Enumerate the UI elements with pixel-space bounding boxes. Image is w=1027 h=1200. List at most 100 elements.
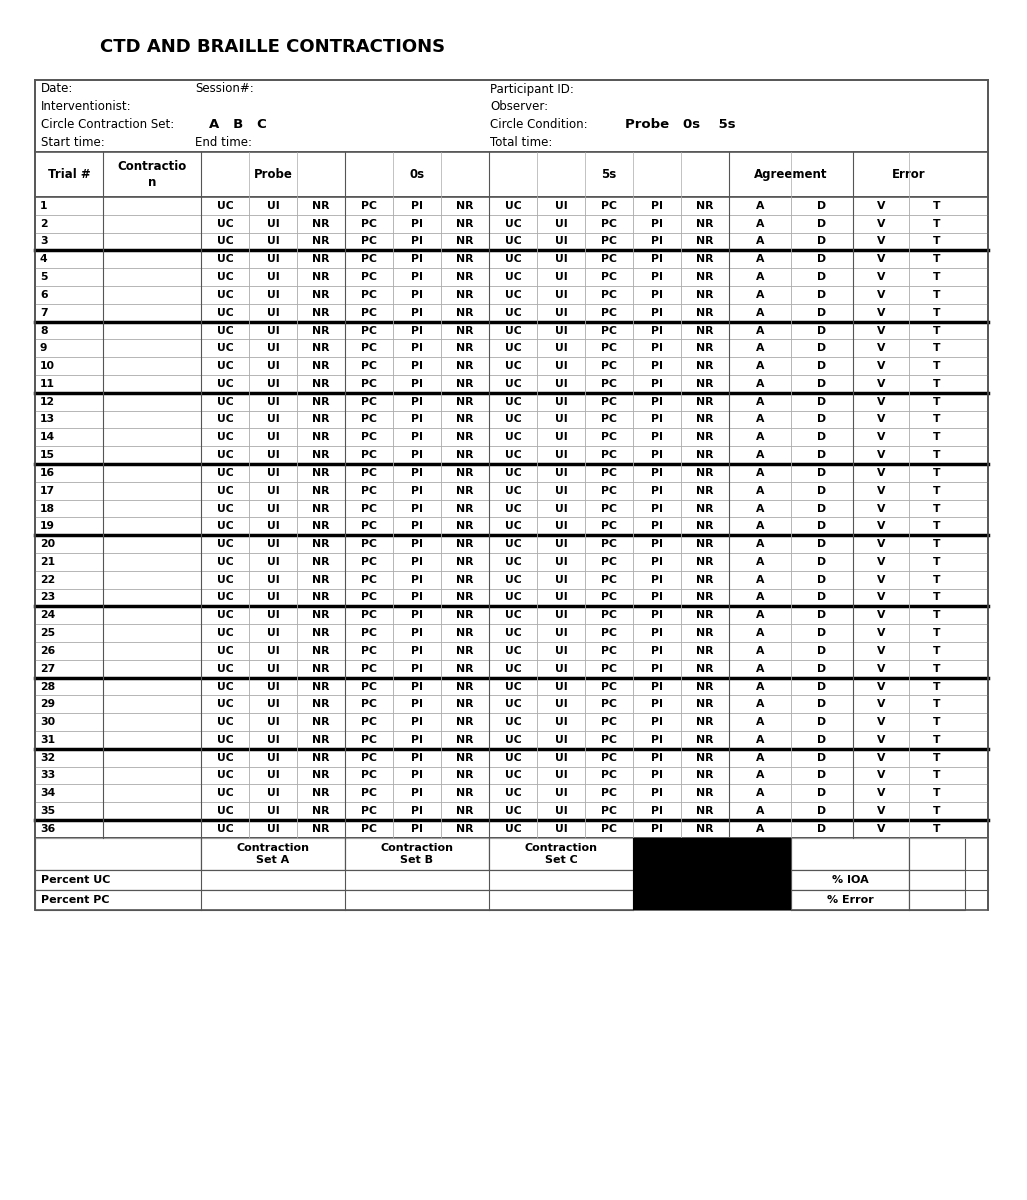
Text: 28: 28 bbox=[40, 682, 55, 691]
Text: UI: UI bbox=[555, 272, 567, 282]
Text: D: D bbox=[817, 272, 827, 282]
Text: % Error: % Error bbox=[827, 895, 873, 905]
Text: T: T bbox=[934, 788, 941, 798]
Text: T: T bbox=[934, 450, 941, 460]
Text: UC: UC bbox=[217, 664, 233, 673]
Text: NR: NR bbox=[456, 272, 473, 282]
Text: PI: PI bbox=[651, 575, 663, 584]
Text: NR: NR bbox=[312, 611, 330, 620]
Text: PC: PC bbox=[601, 397, 617, 407]
Text: T: T bbox=[934, 806, 941, 816]
Text: PI: PI bbox=[411, 468, 423, 478]
Text: 30: 30 bbox=[40, 718, 55, 727]
Text: UI: UI bbox=[267, 539, 279, 550]
Text: V: V bbox=[877, 379, 885, 389]
Text: UI: UI bbox=[267, 361, 279, 371]
Text: T: T bbox=[934, 752, 941, 763]
Text: PC: PC bbox=[601, 557, 617, 566]
Bar bbox=[201, 838, 345, 870]
Text: UC: UC bbox=[217, 788, 233, 798]
Text: PI: PI bbox=[651, 414, 663, 425]
Text: Probe: Probe bbox=[254, 168, 293, 181]
Text: UC: UC bbox=[504, 682, 522, 691]
Text: UC: UC bbox=[217, 628, 233, 638]
Text: NR: NR bbox=[312, 628, 330, 638]
Text: A: A bbox=[756, 611, 764, 620]
Text: PC: PC bbox=[362, 200, 377, 211]
Text: 19: 19 bbox=[40, 521, 55, 532]
Text: A: A bbox=[756, 468, 764, 478]
Text: NR: NR bbox=[696, 504, 714, 514]
Text: T: T bbox=[934, 646, 941, 656]
Text: Probe   0s    5s: Probe 0s 5s bbox=[625, 119, 735, 132]
Text: PC: PC bbox=[601, 307, 617, 318]
Text: UI: UI bbox=[267, 700, 279, 709]
Text: CTD AND BRAILLE CONTRACTIONS: CTD AND BRAILLE CONTRACTIONS bbox=[100, 38, 445, 56]
Text: UC: UC bbox=[504, 379, 522, 389]
Text: NR: NR bbox=[312, 806, 330, 816]
Text: 11: 11 bbox=[40, 379, 55, 389]
Text: UC: UC bbox=[217, 379, 233, 389]
Text: UC: UC bbox=[504, 824, 522, 834]
Text: T: T bbox=[934, 734, 941, 745]
Text: A: A bbox=[756, 575, 764, 584]
Text: NR: NR bbox=[456, 504, 473, 514]
Text: NR: NR bbox=[312, 290, 330, 300]
Text: PC: PC bbox=[362, 611, 377, 620]
Text: 3: 3 bbox=[40, 236, 47, 246]
Text: D: D bbox=[817, 504, 827, 514]
Text: UI: UI bbox=[555, 770, 567, 780]
Text: NR: NR bbox=[696, 361, 714, 371]
Text: NR: NR bbox=[696, 379, 714, 389]
Text: PI: PI bbox=[411, 486, 423, 496]
Text: V: V bbox=[877, 646, 885, 656]
Text: NR: NR bbox=[312, 646, 330, 656]
Text: NR: NR bbox=[456, 414, 473, 425]
Text: PI: PI bbox=[411, 557, 423, 566]
Text: UC: UC bbox=[504, 628, 522, 638]
Text: PC: PC bbox=[362, 343, 377, 353]
Text: UI: UI bbox=[267, 218, 279, 229]
Text: V: V bbox=[877, 521, 885, 532]
Text: UC: UC bbox=[217, 718, 233, 727]
Text: UI: UI bbox=[555, 450, 567, 460]
Text: PC: PC bbox=[362, 682, 377, 691]
Text: NR: NR bbox=[456, 521, 473, 532]
Bar bbox=[909, 838, 965, 870]
Text: NR: NR bbox=[312, 788, 330, 798]
Text: UI: UI bbox=[267, 307, 279, 318]
Text: NR: NR bbox=[312, 504, 330, 514]
Text: UI: UI bbox=[555, 290, 567, 300]
Text: V: V bbox=[877, 539, 885, 550]
Text: PC: PC bbox=[601, 414, 617, 425]
Text: T: T bbox=[934, 628, 941, 638]
Text: A: A bbox=[756, 236, 764, 246]
Text: NR: NR bbox=[312, 752, 330, 763]
Text: PC: PC bbox=[362, 734, 377, 745]
Text: UC: UC bbox=[217, 593, 233, 602]
Text: UC: UC bbox=[217, 557, 233, 566]
Text: PC: PC bbox=[601, 290, 617, 300]
Text: T: T bbox=[934, 539, 941, 550]
Text: UC: UC bbox=[504, 325, 522, 336]
Text: T: T bbox=[934, 397, 941, 407]
Text: NR: NR bbox=[456, 824, 473, 834]
Text: PI: PI bbox=[411, 628, 423, 638]
Text: UI: UI bbox=[267, 682, 279, 691]
Text: PI: PI bbox=[411, 325, 423, 336]
Text: UI: UI bbox=[555, 752, 567, 763]
Text: UC: UC bbox=[217, 218, 233, 229]
Text: UI: UI bbox=[267, 593, 279, 602]
Text: NR: NR bbox=[456, 343, 473, 353]
Text: A: A bbox=[756, 325, 764, 336]
Text: UC: UC bbox=[504, 539, 522, 550]
Text: PI: PI bbox=[651, 254, 663, 264]
Text: A: A bbox=[756, 628, 764, 638]
Text: PC: PC bbox=[362, 646, 377, 656]
Text: 13: 13 bbox=[40, 414, 55, 425]
Text: UI: UI bbox=[267, 450, 279, 460]
Text: NR: NR bbox=[456, 788, 473, 798]
Text: PI: PI bbox=[651, 824, 663, 834]
Text: A: A bbox=[756, 718, 764, 727]
Text: A: A bbox=[756, 734, 764, 745]
